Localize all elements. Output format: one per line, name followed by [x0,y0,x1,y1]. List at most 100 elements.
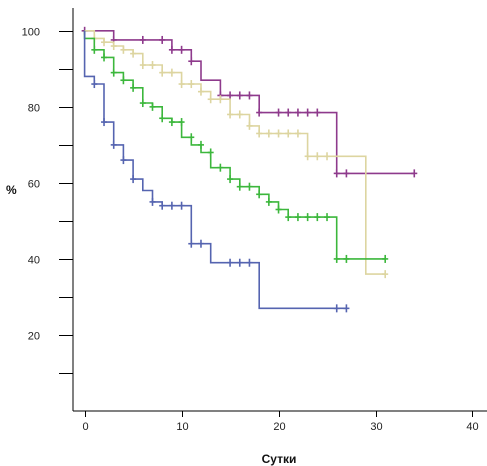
censor-mark [314,213,321,222]
censor-mark [294,108,301,117]
censor-mark [246,258,253,267]
censor-mark [149,102,156,111]
censor-mark [197,239,204,248]
censor-mark [207,95,214,104]
censor-mark [275,129,282,138]
y-axis-label: % [6,183,17,197]
series-1 [81,26,418,178]
x-tick-label: 20 [273,421,285,433]
censor-mark [285,108,292,117]
censor-mark [207,148,214,157]
censor-mark [178,201,185,210]
series-line [84,30,386,275]
y-tick-label: 60 [28,179,40,191]
censor-mark [343,169,350,178]
censor-mark [159,201,166,210]
censor-mark [197,87,204,96]
censor-mark [333,304,340,313]
censor-mark [275,205,282,214]
series-3 [83,30,389,263]
censor-mark [285,213,292,222]
censor-mark [236,91,243,100]
censor-mark [178,118,185,127]
censor-mark [314,108,321,117]
y-tick-label: 20 [28,331,40,343]
censor-mark [411,169,418,178]
series-line [83,30,347,310]
censor-mark [227,91,234,100]
censor-mark [130,175,137,184]
censor-mark [382,254,389,263]
censor-mark [101,38,108,47]
censor-mark [168,68,175,77]
censor-mark [304,152,311,161]
censor-mark [101,53,108,62]
censor-mark [246,182,253,191]
censor-mark [382,270,389,279]
censor-mark [101,118,108,127]
censor-mark [333,169,340,178]
axes: 20 40 60 80 100 0 10 20 30 40 [22,8,487,433]
censor-mark [256,190,263,199]
censor-mark [343,304,350,313]
censor-mark [130,83,137,92]
censor-mark [294,213,301,222]
censor-mark [227,258,234,267]
censor-mark [265,197,272,206]
censor-mark [110,42,117,51]
censor-mark [159,35,166,44]
series-2 [84,30,389,279]
y-tick-label: 80 [28,103,40,115]
censor-mark [120,45,127,54]
censor-mark [139,61,146,70]
censor-mark [324,213,331,222]
censor-mark [110,140,117,149]
censor-mark [256,129,263,138]
censor-mark [188,80,195,89]
censor-mark [246,121,253,130]
censor-mark [178,80,185,89]
censor-mark [236,258,243,267]
censor-mark [120,156,127,165]
series-line [83,30,386,260]
censor-mark [168,118,175,127]
censor-mark [188,239,195,248]
censor-mark [275,108,282,117]
censor-mark [159,68,166,77]
x-axis-label: Сутки [262,452,297,466]
censor-mark [110,68,117,77]
censor-mark [139,35,146,44]
series-group [81,26,418,313]
x-tick-label: 10 [176,421,188,433]
censor-mark [227,175,234,184]
y-tick-label: 100 [22,27,40,39]
censor-mark [120,76,127,85]
censor-mark [236,110,243,119]
censor-mark [159,114,166,123]
series-line [84,30,415,175]
censor-mark [197,140,204,149]
censor-mark [178,45,185,54]
series-4 [83,30,350,313]
x-tick-label: 0 [82,421,88,433]
censor-mark [217,163,224,172]
censor-mark [91,45,98,54]
censor-mark [188,133,195,142]
censor-mark [304,108,311,117]
censor-mark [256,108,263,117]
censor-mark [227,110,234,119]
censor-mark [246,91,253,100]
censor-mark [91,80,98,89]
y-tick-label: 40 [28,255,40,267]
censor-mark [139,99,146,108]
censor-mark [314,152,321,161]
x-tick-label: 40 [466,421,478,433]
censor-mark [149,61,156,70]
censor-mark [130,49,137,58]
censor-mark [285,129,292,138]
censor-mark [294,129,301,138]
censor-mark [217,95,224,104]
censor-mark [324,152,331,161]
censor-mark [333,254,340,263]
